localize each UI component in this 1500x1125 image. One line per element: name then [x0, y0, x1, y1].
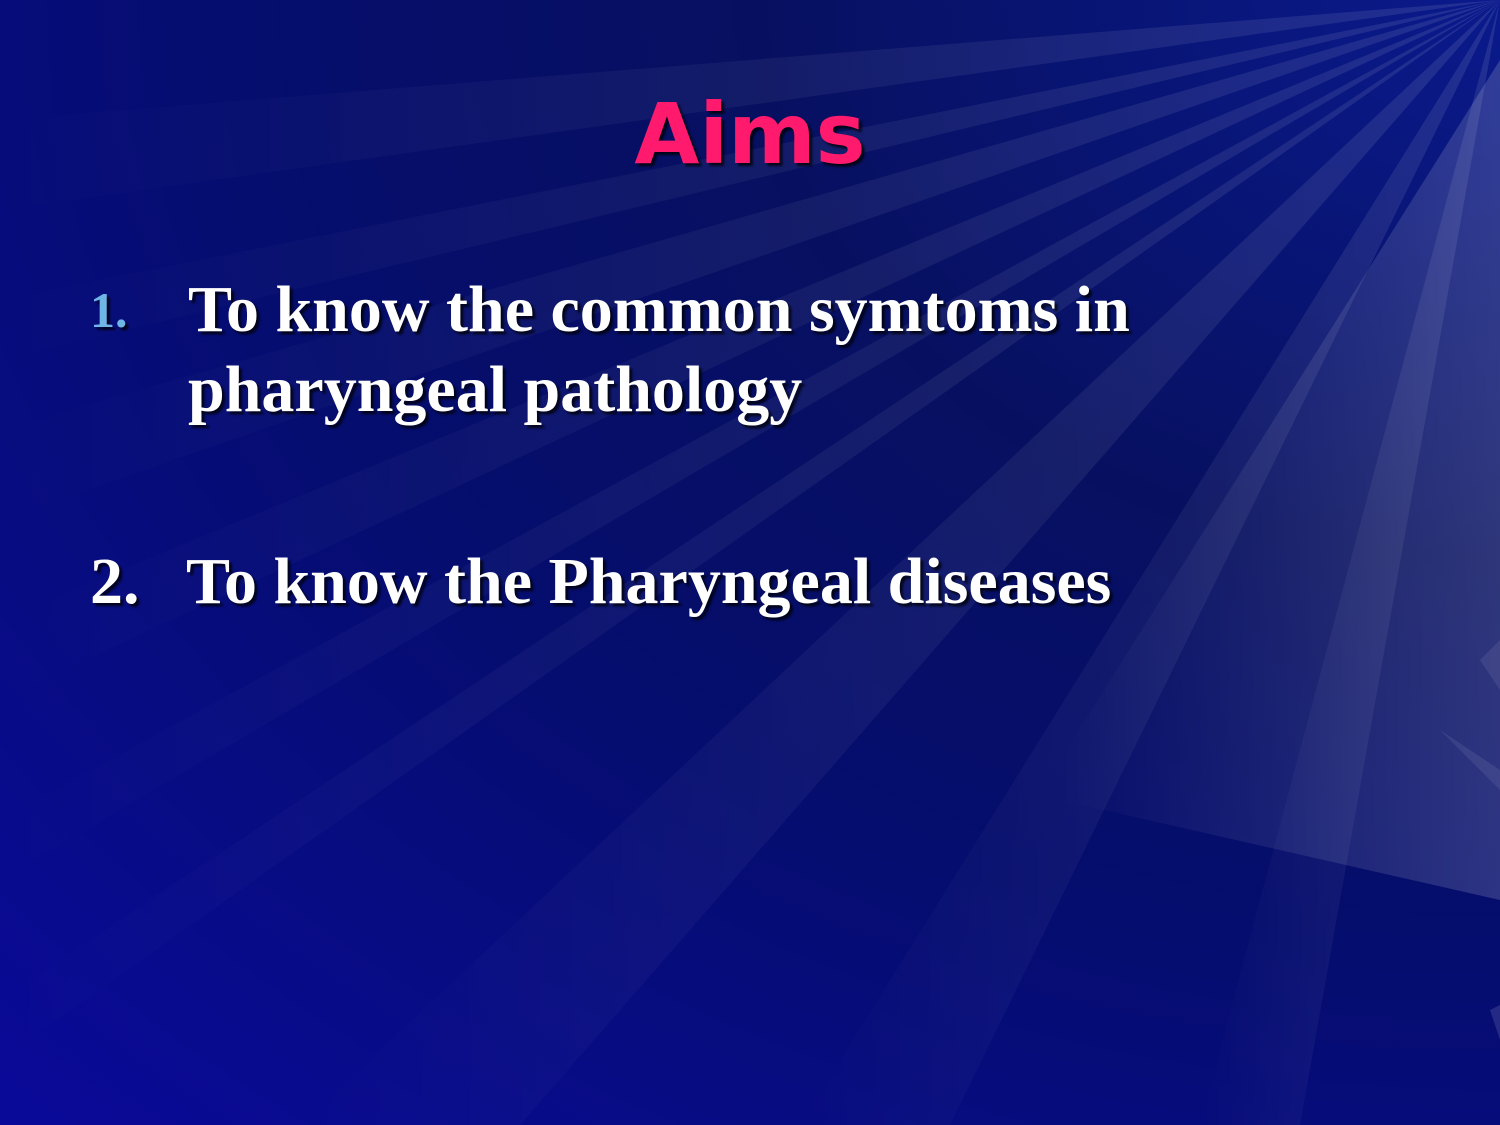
list-item: 2. To know the Pharyngeal diseases — [90, 542, 1430, 622]
list-item: 1. To know the common symtoms in pharyng… — [90, 270, 1430, 430]
slide-title: Aims — [634, 85, 866, 183]
list-number: 1. — [90, 282, 128, 338]
list-item-text: To know the common symtoms in pharyngeal… — [188, 273, 1130, 426]
aims-list: 1. To know the common symtoms in pharyng… — [90, 270, 1430, 622]
list-item-text: To know the Pharyngeal diseases — [186, 545, 1112, 618]
list-number: 2. — [90, 545, 140, 618]
